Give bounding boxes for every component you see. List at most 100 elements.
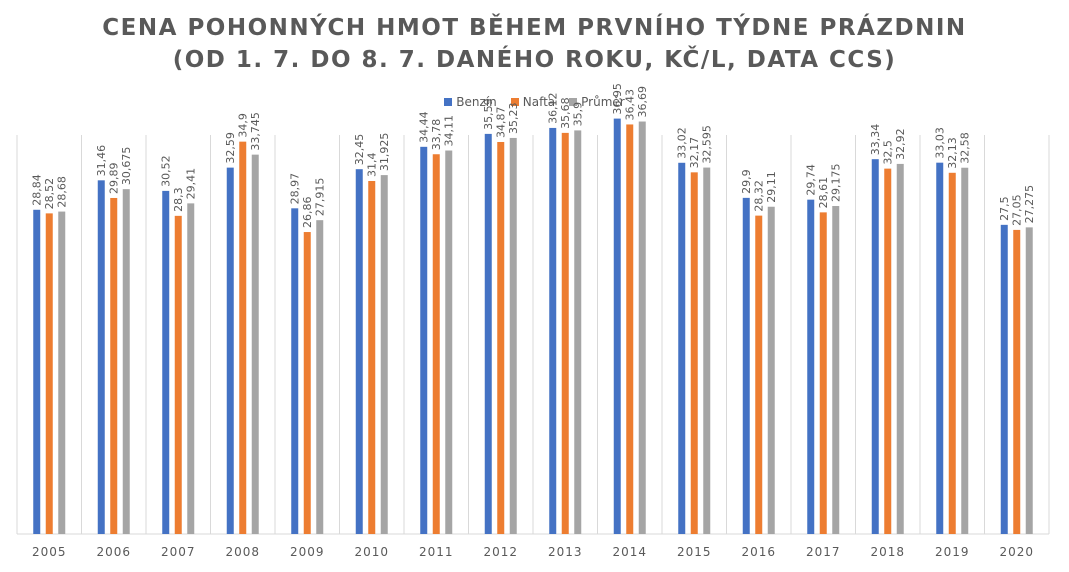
data-label: 34,9 <box>237 113 250 138</box>
bar-benzín-2007 <box>162 190 170 535</box>
x-tick-label: 2008 <box>225 545 260 559</box>
data-label: 34,11 <box>443 115 456 147</box>
data-label: 36,12 <box>547 92 560 124</box>
bar-průměr-2017 <box>832 206 840 534</box>
x-tick-label: 2014 <box>612 545 647 559</box>
bar-nafta-2009 <box>303 232 311 534</box>
data-label: 27,275 <box>1023 185 1036 224</box>
data-label: 32,5 <box>882 140 895 165</box>
bar-benzín-2018 <box>871 159 879 534</box>
bar-nafta-2012 <box>497 141 505 534</box>
data-label: 33,02 <box>676 127 689 159</box>
data-label: 31,46 <box>95 145 108 177</box>
bar-benzín-2015 <box>678 162 686 534</box>
data-label: 32,92 <box>894 128 907 160</box>
bar-průměr-2006 <box>122 189 130 534</box>
legend-label-prumer: Průměr <box>581 95 625 109</box>
data-label: 28,32 <box>753 180 766 212</box>
data-label: 33,34 <box>869 124 882 156</box>
bar-průměr-2018 <box>896 163 904 534</box>
bar-průměr-2013 <box>574 130 582 534</box>
data-label: 28,3 <box>172 187 185 212</box>
data-label: 31,4 <box>366 152 379 177</box>
bar-nafta-2008 <box>239 141 247 535</box>
x-tick-label: 2013 <box>548 545 583 559</box>
data-label: 29,11 <box>765 171 778 203</box>
bar-benzín-2009 <box>291 208 299 534</box>
chart-title-line-2: (od 1. 7. do 8. 7. daného roku, Kč/l, da… <box>172 47 897 73</box>
legend-item-nafta: Nafta <box>510 95 556 109</box>
bar-benzín-2013 <box>549 127 557 535</box>
chart-title-line-1: Cena pohonných hmot během prvního týdne … <box>102 15 967 41</box>
data-label: 34,87 <box>495 106 508 138</box>
bar-průměr-2005 <box>58 211 66 534</box>
bar-průměr-2016 <box>767 206 775 534</box>
bar-nafta-2019 <box>948 172 956 535</box>
legend-label-benzin: Benzín <box>456 95 497 109</box>
legend-item-prumer: Průměr <box>569 95 625 109</box>
data-label: 32,17 <box>688 137 701 169</box>
data-label: 29,9 <box>740 169 753 194</box>
data-label: 35,59 <box>482 98 495 130</box>
data-label: 34,44 <box>418 111 431 143</box>
bar-benzín-2017 <box>807 199 815 534</box>
data-label: 29,89 <box>108 162 121 194</box>
bar-nafta-2020 <box>1013 229 1021 534</box>
bar-benzín-2019 <box>936 162 944 534</box>
x-tick-label: 2017 <box>806 545 841 559</box>
x-tick-label: 2019 <box>935 545 970 559</box>
bar-nafta-2007 <box>174 215 182 534</box>
data-label: 30,675 <box>120 147 133 186</box>
legend-swatch-nafta <box>510 98 519 106</box>
x-tick-label: 2009 <box>290 545 325 559</box>
bar-nafta-2013 <box>561 132 569 534</box>
chart-title: Cena pohonných hmot během prvního týdne … <box>0 12 1069 76</box>
bar-průměr-2008 <box>251 154 259 534</box>
data-label: 28,97 <box>289 173 302 205</box>
bar-průměr-2012 <box>509 137 517 535</box>
data-label: 36,95 <box>611 83 624 115</box>
legend-label-nafta: Nafta <box>522 95 556 109</box>
bar-průměr-2014 <box>638 121 646 534</box>
bar-benzín-2005 <box>33 209 41 534</box>
x-tick-label: 2007 <box>161 545 196 559</box>
data-label: 30,52 <box>160 155 173 187</box>
x-tick-label: 2018 <box>870 545 905 559</box>
data-label: 35,23 <box>507 102 520 134</box>
data-label: 33,745 <box>249 112 262 151</box>
data-label: 29,175 <box>830 164 843 203</box>
data-label: 32,13 <box>946 137 959 169</box>
data-label: 29,74 <box>805 164 818 196</box>
bar-průměr-2007 <box>187 203 195 534</box>
bar-nafta-2005 <box>45 213 53 534</box>
data-label: 27,5 <box>998 196 1011 221</box>
bar-nafta-2016 <box>755 215 763 534</box>
bar-benzín-2011 <box>420 146 428 534</box>
bar-benzín-2014 <box>613 118 621 534</box>
x-tick-label: 2010 <box>354 545 389 559</box>
data-label: 28,61 <box>817 177 830 209</box>
bar-nafta-2018 <box>884 168 892 534</box>
data-label: 28,68 <box>56 176 69 208</box>
data-label: 35,68 <box>559 97 572 129</box>
x-tick-label: 2011 <box>419 545 454 559</box>
bar-benzín-2010 <box>355 169 363 535</box>
bar-nafta-2014 <box>626 124 634 534</box>
x-tick-label: 2006 <box>96 545 131 559</box>
chart-legend: Benzín Nafta Průměr <box>0 95 1069 109</box>
bar-průměr-2019 <box>961 167 969 534</box>
bar-nafta-2010 <box>368 180 376 534</box>
data-label: 31,925 <box>378 133 391 172</box>
bar-průměr-2015 <box>703 167 711 534</box>
x-tick-label: 2005 <box>32 545 67 559</box>
data-label: 28,84 <box>31 174 44 206</box>
bar-průměr-2010 <box>380 175 388 534</box>
data-label: 33,03 <box>934 127 947 159</box>
data-label: 28,52 <box>43 178 56 210</box>
data-label: 27,915 <box>314 178 327 217</box>
legend-swatch-benzin <box>444 98 453 106</box>
legend-item-benzin: Benzín <box>444 95 497 109</box>
data-label: 33,78 <box>430 119 443 151</box>
